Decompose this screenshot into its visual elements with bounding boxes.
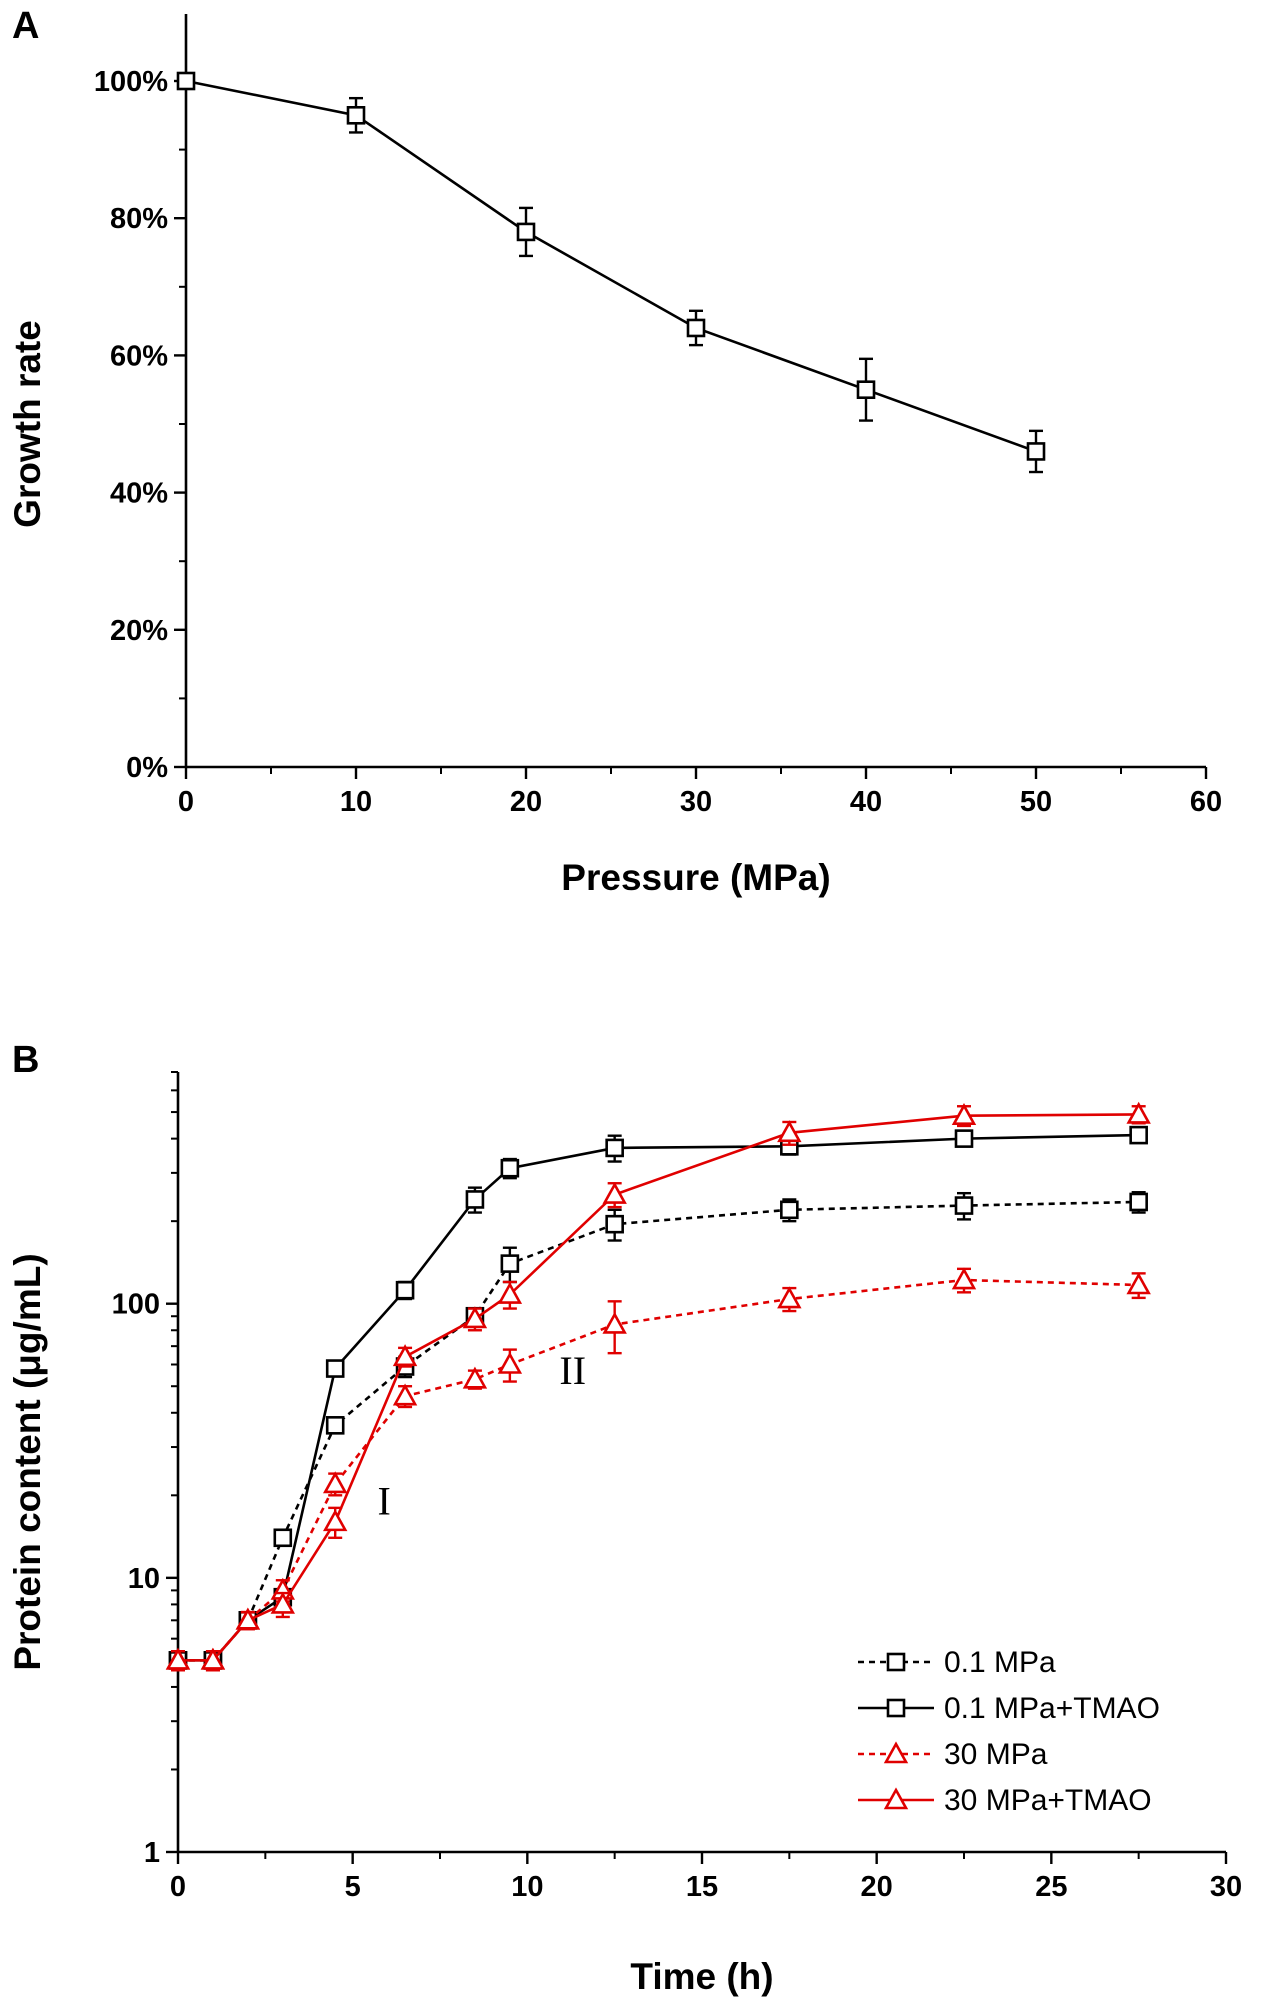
x-tick-label: 20 [510,786,542,818]
panel-b-chart: B 0 5 10 15 20 25 30 1 10 100 Time (h) Protein cont… [7,1039,1242,1997]
data-point [346,106,366,125]
legend-marker [886,1652,906,1672]
data-point [1026,442,1046,461]
data-point [325,1416,345,1435]
data-point [165,1647,191,1670]
x-tick-label: 50 [1020,786,1052,818]
annotation-1: I [377,1479,390,1524]
data-point [951,1267,977,1290]
x-tick-label: 30 [1210,1871,1242,1903]
y-tick-label: 0% [126,752,168,784]
x-tick-label: 0 [170,1871,186,1903]
data-point [462,1306,488,1329]
x-tick-label: 15 [686,1871,718,1903]
x-tick-label: 60 [1190,786,1222,818]
series-line [178,1113,1139,1662]
data-point [270,1591,296,1614]
data-point [497,1281,523,1304]
data-point [856,380,876,400]
data-point [392,1344,418,1367]
data-point [1129,1192,1148,1212]
data-point [954,1129,974,1148]
x-tick-label: 10 [511,1871,543,1903]
data-point [954,1196,974,1215]
x-axis-title: Pressure (MPa) [561,857,830,898]
x-tick-label: 10 [340,786,372,818]
y-tick-label: 1 [144,1837,160,1869]
y-tick-label: 10 [128,1563,160,1595]
data-point [325,1359,345,1378]
y-tick-label: 100% [94,66,168,98]
x-axis-title: Time (h) [630,1956,773,1997]
legend-entry-3: 30 MPa [858,1738,1048,1771]
data-point [500,1254,520,1273]
x-tick-label: 25 [1035,1871,1067,1903]
x-tick-label: 0 [178,786,194,818]
data-point [602,1181,627,1204]
data-point [176,71,196,91]
x-tick-label: 20 [861,1871,893,1903]
data-point [1126,1101,1151,1124]
annotation-2: II [559,1348,586,1393]
y-tick-label: 80% [110,203,168,235]
series-2 [168,1125,1148,1670]
y-axis-title: Growth rate [7,320,48,528]
panel-a-label: A [12,5,39,47]
data-point [605,1214,624,1234]
data-point [777,1286,802,1309]
data-point [516,222,536,242]
x-tick-label: 5 [345,1871,361,1903]
data-point [777,1120,802,1143]
data-point [500,1158,520,1178]
data-point [602,1311,627,1334]
data-point [200,1647,226,1670]
legend-label: 0.1 MPa+TMAO [944,1692,1160,1725]
data-point [497,1351,523,1374]
data-point [392,1383,418,1406]
data-point [235,1607,261,1630]
x-tick-label: 30 [680,786,712,818]
x-tick-label: 40 [850,786,882,818]
y-tick-label: 100 [112,1289,160,1321]
data-point [465,1190,485,1209]
data-point [462,1366,488,1389]
legend-marker [883,1787,909,1810]
data-point [395,1280,415,1300]
y-tick-label: 20% [110,615,168,647]
series-4 [165,1101,1151,1672]
legend-marker [886,1698,906,1718]
data-point [951,1103,977,1125]
series-line [185,79,1037,453]
legend-entry-2: 0.1 MPa+TMAO [858,1692,1160,1725]
data-point [686,318,706,338]
legend-entry-1: 0.1 MPa [858,1646,1056,1679]
data-point [273,1528,293,1548]
series-line [178,1133,1139,1662]
legend-entry-4: 30 MPa+TMAO [858,1784,1152,1817]
legend-marker [883,1741,909,1764]
legend-label: 30 MPa [944,1738,1048,1771]
panel-a-chart: A 0 10 20 30 40 50 60 0% 20% 40% 60% 80% 100% Pressur… [7,5,1222,898]
data-point [322,1471,348,1494]
data-point [780,1200,799,1220]
legend-label: 30 MPa+TMAO [944,1784,1152,1817]
panel-b-label: B [12,1039,39,1081]
y-tick-label: 40% [110,478,168,510]
y-tick-label: 60% [110,340,168,372]
series-line [178,1278,1139,1662]
y-axis-title: Protein content (μg/mL) [7,1253,48,1670]
data-point [1129,1125,1148,1145]
series-1 [176,71,1046,474]
legend: 0.1 MPa 0.1 MPa+TMAO 30 MPa 30 MPa+TMAO [858,1646,1160,1817]
data-point [322,1509,348,1532]
data-point [1126,1272,1151,1295]
data-point [605,1138,624,1158]
legend-label: 0.1 MPa [944,1646,1056,1679]
series-1 [168,1191,1148,1670]
